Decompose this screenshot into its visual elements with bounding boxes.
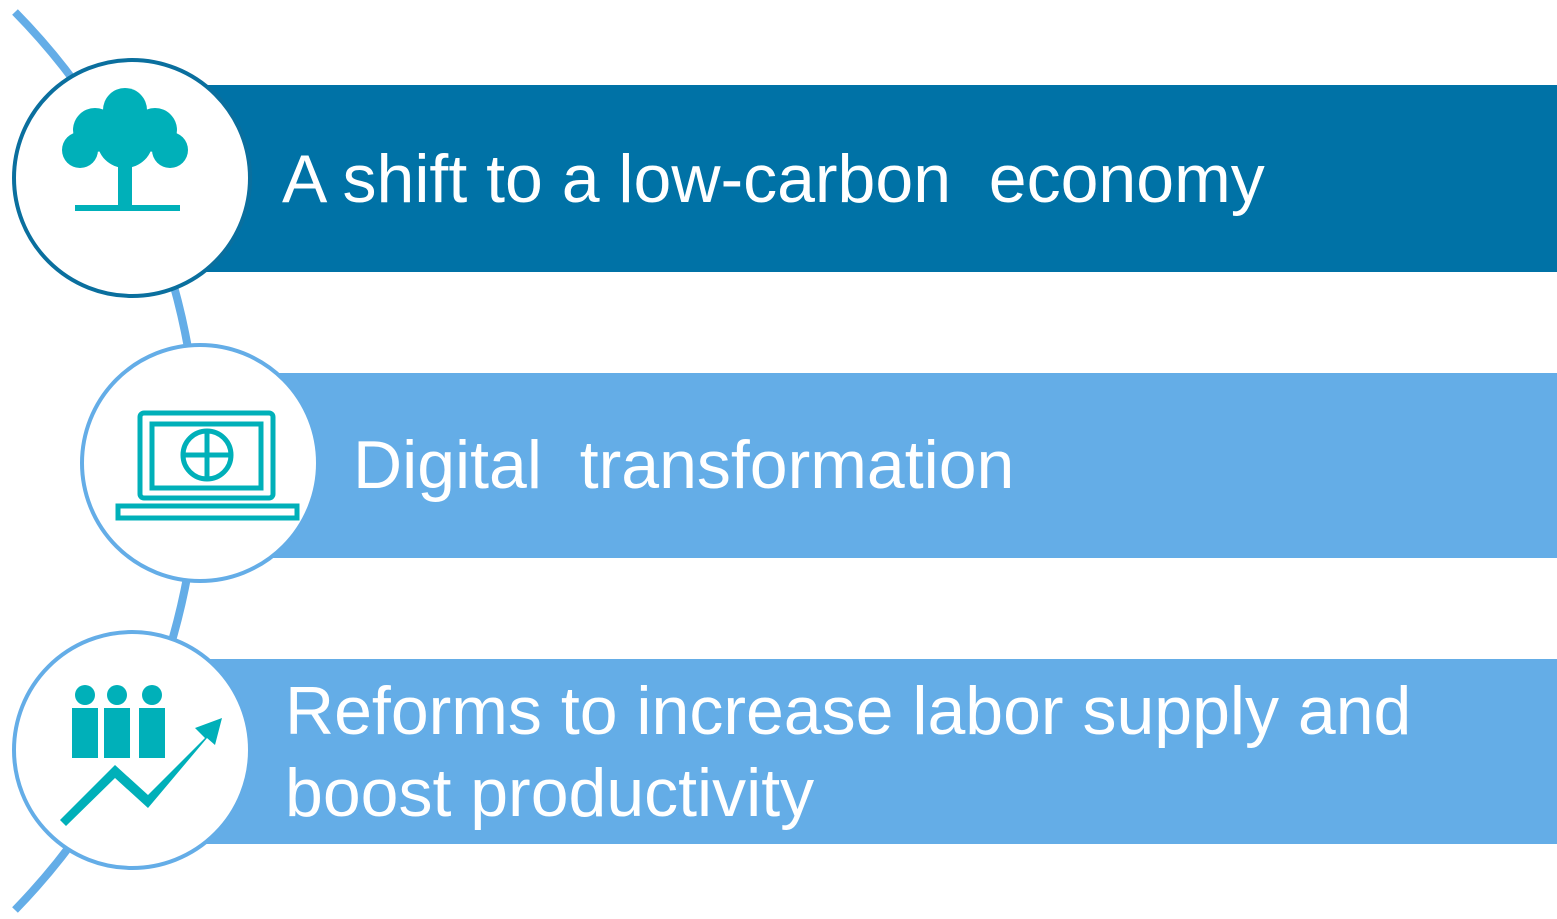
growth-icon	[60, 685, 222, 826]
laptop-icon	[115, 410, 300, 521]
band	[130, 85, 1557, 272]
icon-circle	[12, 630, 252, 870]
band	[130, 659, 1557, 844]
label: A shift to a low-carbon economy	[282, 141, 1265, 217]
icon-circle	[80, 343, 320, 583]
label: Reforms to increase labor supply and boo…	[285, 673, 1431, 831]
label: Digital transformation	[353, 427, 1015, 503]
tree-icon	[62, 88, 188, 211]
band	[200, 373, 1557, 558]
